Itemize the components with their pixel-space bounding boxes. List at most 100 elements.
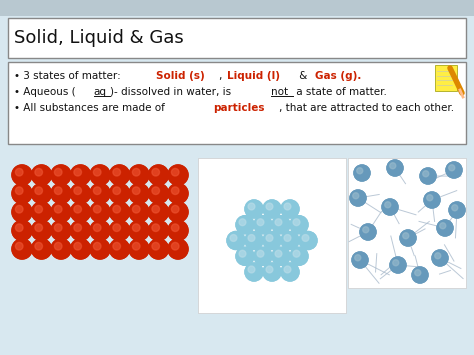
Circle shape: [254, 247, 272, 265]
Circle shape: [172, 206, 179, 213]
Circle shape: [449, 165, 455, 171]
Circle shape: [152, 224, 159, 231]
Circle shape: [168, 184, 188, 203]
Circle shape: [168, 165, 188, 185]
Circle shape: [290, 247, 308, 265]
Circle shape: [71, 165, 91, 185]
Circle shape: [385, 202, 391, 208]
Circle shape: [257, 219, 264, 226]
Circle shape: [71, 184, 91, 203]
Circle shape: [71, 239, 91, 259]
Circle shape: [148, 202, 168, 222]
Circle shape: [12, 184, 32, 203]
Circle shape: [129, 202, 149, 222]
Circle shape: [90, 202, 110, 222]
Circle shape: [390, 257, 406, 273]
Circle shape: [403, 233, 409, 239]
Circle shape: [290, 216, 308, 234]
Circle shape: [452, 205, 458, 211]
Circle shape: [71, 220, 91, 240]
Circle shape: [236, 247, 254, 265]
Circle shape: [354, 165, 370, 181]
Circle shape: [31, 239, 52, 259]
Circle shape: [113, 187, 120, 195]
Circle shape: [168, 220, 188, 240]
Circle shape: [272, 247, 290, 265]
Circle shape: [360, 224, 376, 240]
Circle shape: [424, 192, 440, 208]
Circle shape: [93, 187, 101, 195]
Circle shape: [109, 220, 129, 240]
Circle shape: [350, 190, 366, 206]
Text: • Aqueous (: • Aqueous (: [14, 87, 76, 97]
Circle shape: [51, 202, 71, 222]
FancyBboxPatch shape: [435, 65, 457, 91]
Circle shape: [449, 202, 465, 218]
Circle shape: [12, 202, 32, 222]
Circle shape: [51, 220, 71, 240]
Circle shape: [113, 242, 120, 250]
Circle shape: [263, 200, 281, 218]
Circle shape: [12, 165, 32, 185]
Circle shape: [129, 220, 149, 240]
Circle shape: [432, 250, 448, 266]
Circle shape: [290, 247, 308, 265]
Circle shape: [93, 242, 101, 250]
Circle shape: [281, 231, 299, 250]
Circle shape: [168, 239, 188, 259]
Circle shape: [272, 216, 290, 234]
Circle shape: [51, 184, 71, 203]
Circle shape: [352, 252, 368, 268]
Circle shape: [245, 231, 263, 250]
Circle shape: [172, 187, 179, 195]
Circle shape: [109, 165, 129, 185]
Circle shape: [387, 160, 403, 176]
Circle shape: [239, 250, 246, 257]
Circle shape: [281, 200, 299, 218]
Circle shape: [129, 239, 149, 259]
Circle shape: [12, 202, 32, 222]
Circle shape: [148, 202, 168, 222]
Circle shape: [74, 168, 82, 176]
Circle shape: [387, 160, 403, 176]
Circle shape: [290, 216, 308, 234]
Circle shape: [254, 216, 272, 234]
Circle shape: [15, 206, 23, 213]
Circle shape: [168, 202, 188, 222]
Text: not: not: [271, 87, 288, 97]
Circle shape: [132, 187, 140, 195]
FancyBboxPatch shape: [8, 62, 466, 144]
Circle shape: [113, 224, 120, 231]
Circle shape: [12, 239, 32, 259]
Circle shape: [427, 195, 433, 201]
Circle shape: [400, 230, 416, 246]
Text: ,: ,: [219, 71, 226, 81]
Circle shape: [74, 206, 82, 213]
Circle shape: [129, 220, 149, 240]
Circle shape: [31, 184, 52, 203]
Circle shape: [415, 270, 421, 276]
Circle shape: [257, 250, 264, 257]
Circle shape: [437, 220, 453, 236]
Circle shape: [148, 239, 168, 259]
Circle shape: [55, 168, 62, 176]
Circle shape: [360, 224, 376, 240]
Circle shape: [71, 239, 91, 259]
Text: &: &: [296, 71, 310, 81]
Circle shape: [148, 165, 168, 185]
Circle shape: [113, 206, 120, 213]
Circle shape: [148, 184, 168, 203]
Circle shape: [71, 202, 91, 222]
Circle shape: [412, 267, 428, 283]
Circle shape: [31, 202, 52, 222]
Circle shape: [440, 223, 446, 229]
Circle shape: [51, 165, 71, 185]
Circle shape: [152, 206, 159, 213]
Text: Solid (s): Solid (s): [156, 71, 205, 81]
Circle shape: [15, 242, 23, 250]
Circle shape: [152, 168, 159, 176]
Circle shape: [132, 242, 140, 250]
Circle shape: [71, 165, 91, 185]
Circle shape: [129, 165, 149, 185]
Circle shape: [354, 165, 370, 181]
